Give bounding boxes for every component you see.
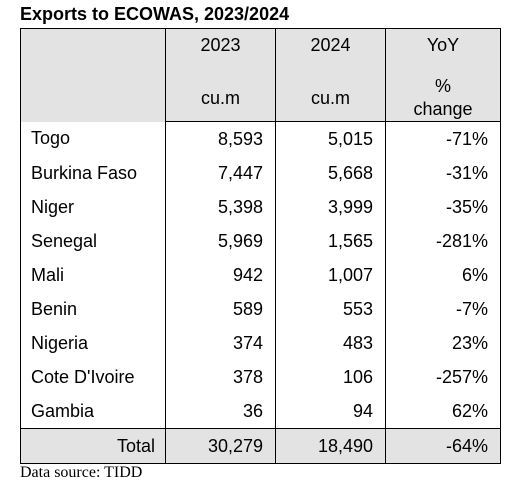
header-cell: 2023 xyxy=(165,28,276,75)
header-text: cu.m xyxy=(310,87,350,108)
total-cell: 30,279 xyxy=(165,428,276,464)
header-cell: cu.m xyxy=(275,75,386,122)
total-cell: Total xyxy=(20,428,166,464)
total-cell: -64% xyxy=(385,428,501,464)
value-cell: 374 xyxy=(165,326,276,360)
value-cell: 378 xyxy=(165,360,276,394)
table-title: Exports to ECOWAS, 2023/2024 xyxy=(20,4,290,24)
value-cell: 62% xyxy=(385,394,501,429)
value-cell: 942 xyxy=(165,258,276,292)
table-row: Gambia 36 94 62% xyxy=(20,394,501,429)
value-cell: 36 xyxy=(165,394,276,429)
value-cell: 94 xyxy=(275,394,386,429)
country-cell: Nigeria xyxy=(20,326,166,360)
header-row: cu.m cu.m % change xyxy=(21,75,501,122)
table-row: Cote D'Ivoire 378 106 -257% xyxy=(20,360,501,394)
table-row: Nigeria 374 483 23% xyxy=(20,326,501,360)
value-cell: 1,565 xyxy=(275,224,386,258)
value-cell: -7% xyxy=(385,292,501,326)
header-cell: % change xyxy=(385,75,501,122)
value-cell: 483 xyxy=(275,326,386,360)
country-cell: Togo xyxy=(20,121,166,156)
header-cell: YoY xyxy=(385,28,501,75)
country-cell: Benin xyxy=(20,292,166,326)
header-cell: 2024 xyxy=(275,28,386,75)
table-row: Benin 589 553 -7% xyxy=(20,292,501,326)
header-cell: cu.m xyxy=(165,75,276,122)
country-cell: Cote D'Ivoire xyxy=(20,360,166,394)
value-cell: 589 xyxy=(165,292,276,326)
country-cell: Gambia xyxy=(20,394,166,429)
value-cell: 5,398 xyxy=(165,190,276,224)
value-cell: -35% xyxy=(385,190,501,224)
country-cell: Senegal xyxy=(20,224,166,258)
table-row: Senegal 5,969 1,565 -281% xyxy=(20,224,501,258)
value-cell: 5,969 xyxy=(165,224,276,258)
value-cell: -71% xyxy=(385,121,501,156)
exports-table: 2023 2024 YoY cu.m cu.m% change Togo 8,593 5,01… xyxy=(20,28,501,464)
value-cell: 5,668 xyxy=(275,156,386,190)
country-cell: Niger xyxy=(20,190,166,224)
value-cell: -257% xyxy=(385,360,501,394)
header-cell xyxy=(20,28,166,122)
value-cell: 1,007 xyxy=(275,258,386,292)
value-cell: -281% xyxy=(385,224,501,258)
value-cell: 5,015 xyxy=(275,121,386,156)
total-row: Total 30,279 18,490 -64% xyxy=(20,428,501,464)
value-cell: 3,999 xyxy=(275,190,386,224)
table-row: Mali 942 1,007 6% xyxy=(20,258,501,292)
table-row: Burkina Faso 7,447 5,668 -31% xyxy=(20,156,501,190)
value-cell: 23% xyxy=(385,326,501,360)
value-cell: 553 xyxy=(275,292,386,326)
value-cell: 8,593 xyxy=(165,121,276,156)
header-row: 2023 2024 YoY xyxy=(20,28,501,122)
table-row: Togo 8,593 5,015 -71% xyxy=(20,121,501,156)
data-source: Data source: TIDD xyxy=(20,464,143,481)
total-cell: 18,490 xyxy=(275,428,386,464)
value-cell: 106 xyxy=(275,360,386,394)
table-row: Niger 5,398 3,999 -35% xyxy=(20,190,501,224)
country-cell: Burkina Faso xyxy=(20,156,166,190)
header-text: % change xyxy=(413,76,473,119)
value-cell: 7,447 xyxy=(165,156,276,190)
value-cell: -31% xyxy=(385,156,501,190)
country-cell: Mali xyxy=(20,258,166,292)
value-cell: 6% xyxy=(385,258,501,292)
header-text: cu.m xyxy=(200,87,240,108)
